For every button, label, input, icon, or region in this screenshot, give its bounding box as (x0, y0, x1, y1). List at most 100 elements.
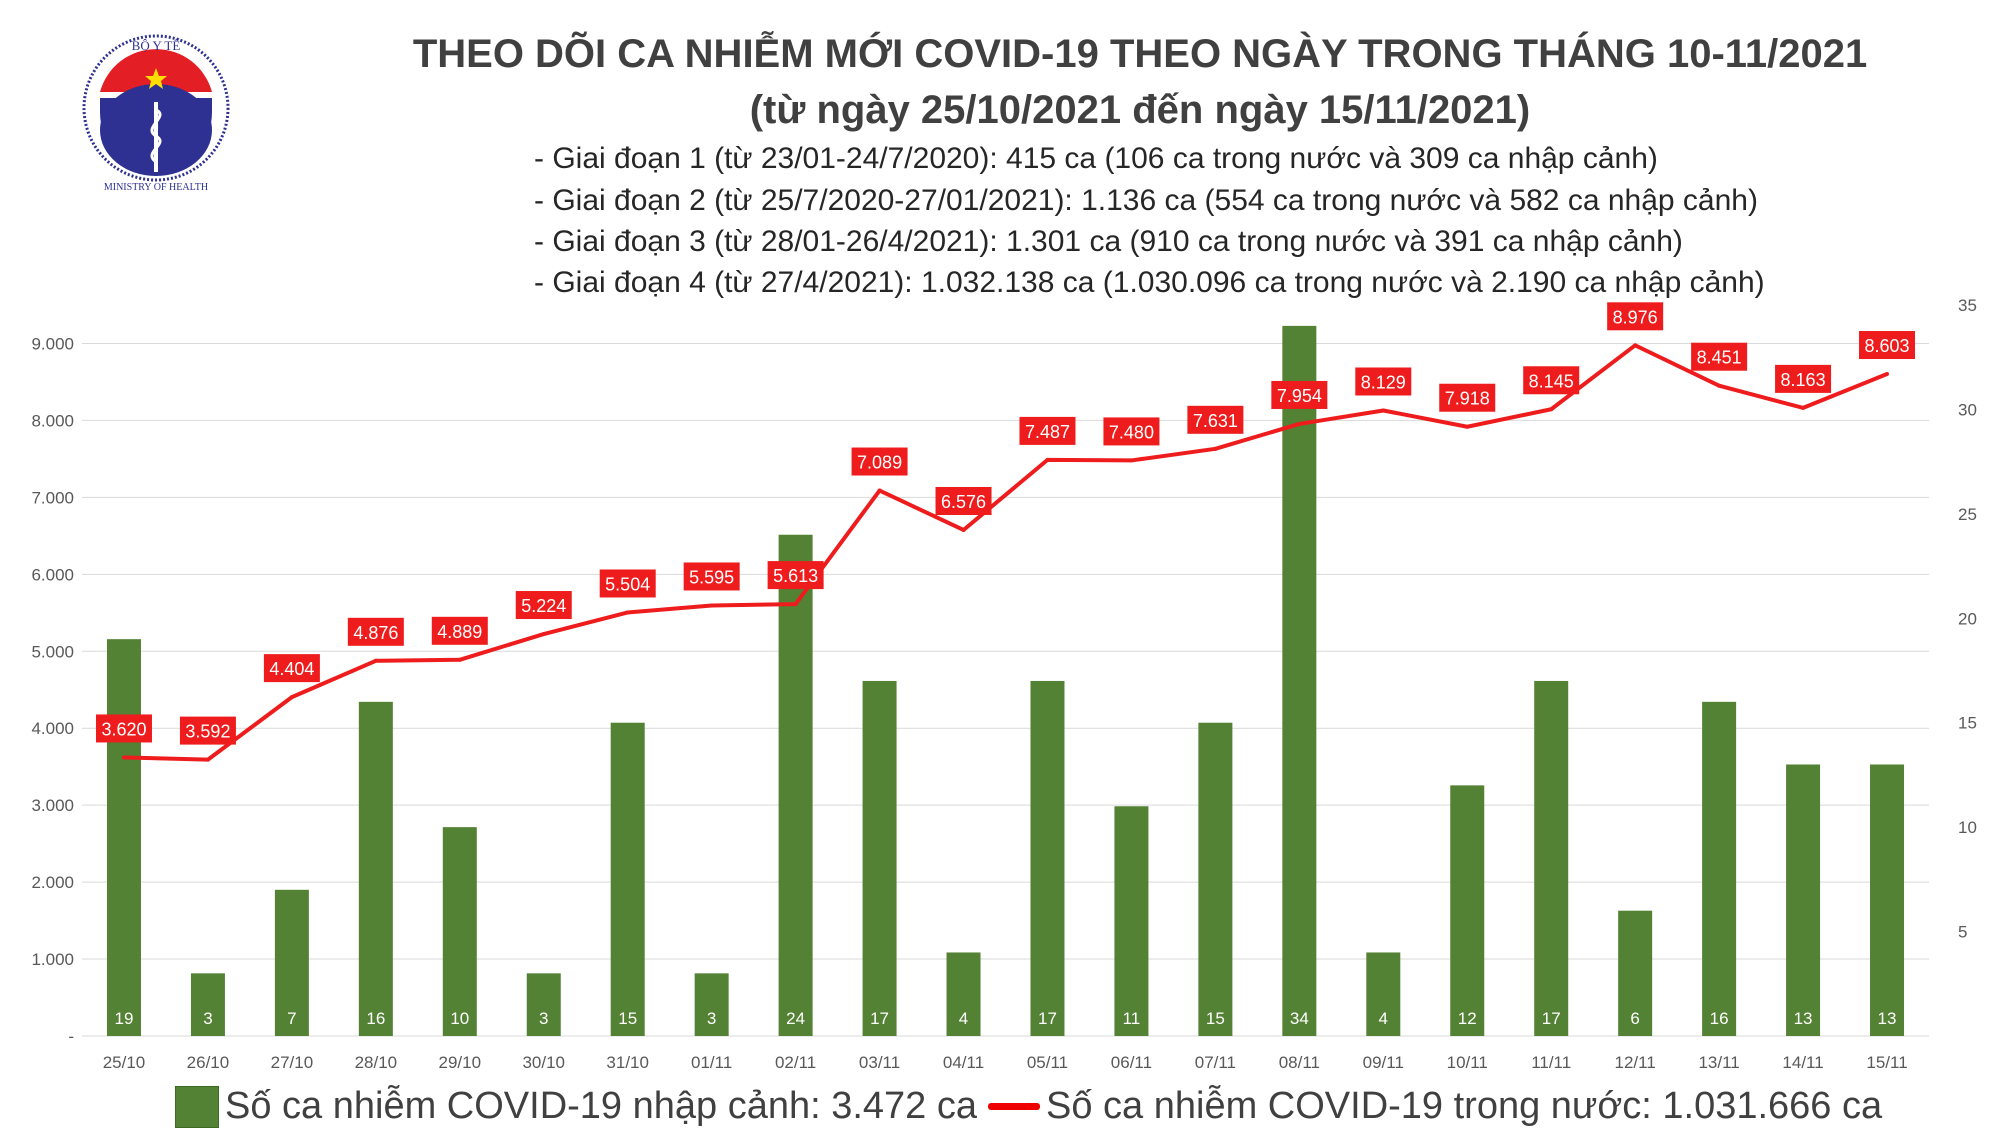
y-right-tick-label: 15 (1958, 714, 1977, 733)
x-tick-label: 13/11 (1698, 1053, 1739, 1072)
bar (274, 889, 309, 1036)
line-data-label-box (851, 447, 908, 476)
line-data-label: 8.603 (1864, 336, 1909, 356)
line-point (1045, 457, 1050, 462)
line-series (123, 343, 1888, 762)
y-left-tick-label: 6.000 (31, 565, 74, 584)
line-data-label-box (935, 486, 992, 515)
line-data-label-box (1859, 331, 1916, 360)
svg-text:MINISTRY OF HEALTH: MINISTRY OF HEALTH (104, 182, 208, 192)
legend-bar-swatch (175, 1085, 219, 1128)
line-point (1885, 372, 1890, 377)
bar (1786, 764, 1821, 1036)
y-right-tick-label: 35 (1958, 296, 1977, 315)
x-tick-label: 28/10 (355, 1053, 398, 1072)
x-tick-label: 31/10 (606, 1053, 649, 1072)
line-point (541, 632, 546, 637)
line-point (961, 527, 966, 532)
x-tick-label: 04/11 (943, 1053, 984, 1072)
line-point (1129, 458, 1134, 463)
line-data-label: 8.129 (1361, 372, 1406, 392)
line-point (457, 657, 462, 662)
phase-2-text: - Giai đoạn 2 (từ 25/7/2020-27/01/2021):… (534, 184, 1758, 217)
line-data-label: 8.145 (1529, 371, 1574, 391)
x-tick-label: 01/11 (691, 1053, 732, 1072)
x-tick-label: 03/11 (859, 1053, 900, 1072)
line-point (709, 603, 714, 608)
line-point (1717, 383, 1722, 388)
line-data-label-box (431, 616, 488, 645)
bar-data-label: 13 (1878, 1009, 1897, 1028)
bar-data-label: 24 (786, 1009, 805, 1028)
line-data-label: 7.631 (1193, 411, 1238, 431)
bar-data-label: 16 (1710, 1009, 1729, 1028)
x-tick-label: 25/10 (103, 1053, 146, 1072)
line-data-label-box (179, 716, 236, 745)
bar (106, 639, 141, 1036)
line-point (1381, 408, 1386, 413)
line-point (625, 610, 630, 615)
line-data-label-box (1187, 405, 1244, 434)
line-data-label-box (1607, 302, 1664, 331)
x-tick-label: 02/11 (775, 1053, 816, 1072)
bar (1366, 952, 1401, 1036)
line-data-label: 7.487 (1025, 422, 1070, 442)
y-left-tick-label: 3.000 (31, 796, 74, 815)
bar-data-label: 3 (707, 1009, 716, 1028)
bar-data-label: 6 (1630, 1009, 1639, 1028)
bar (862, 680, 897, 1036)
x-tick-label: 14/11 (1782, 1053, 1823, 1072)
bar (442, 827, 477, 1036)
svg-text:BỘ Y TẾ: BỘ Y TẾ (132, 38, 181, 53)
line-data-label-box (515, 591, 572, 620)
phase-1-text: - Giai đoạn 1 (từ 23/01-24/7/2020): 415 … (534, 142, 1658, 175)
y-left-tick-label: 1.000 (31, 950, 74, 969)
line-point (205, 757, 210, 762)
y-right-tick-label: 10 (1958, 818, 1977, 837)
bar-data-label: 15 (1206, 1009, 1225, 1028)
line-data-label: 7.089 (857, 453, 902, 473)
line-data-label-box (1019, 416, 1076, 445)
line-data-label-box (1775, 364, 1832, 393)
line-data-label: 6.576 (941, 492, 986, 512)
line-data-label: 4.876 (353, 623, 398, 643)
line-data-label: 3.620 (101, 719, 146, 739)
legend-bar-label: Số ca nhiễm COVID-19 nhập cảnh: 3.472 ca (225, 1085, 978, 1127)
bar-data-label: 12 (1458, 1009, 1477, 1028)
line-data-label: 5.613 (773, 566, 818, 586)
y-left-tick-label: 8.000 (31, 411, 74, 430)
bar-data-label: 4 (959, 1009, 968, 1028)
bar (1618, 910, 1653, 1036)
bar-data-label: 11 (1123, 1009, 1141, 1028)
x-tick-label: 11/11 (1531, 1053, 1571, 1072)
line-point (1633, 343, 1638, 348)
combo-chart: - 1.000 2.000 3.000 4.000 5.000 6.000 7.000 8.00… (31, 296, 1977, 1072)
bar (1030, 680, 1065, 1036)
ministry-of-health-logo: BỘ Y TẾ MINISTRY OF HEALTH (82, 34, 230, 192)
x-tick-label: 06/11 (1111, 1053, 1152, 1072)
line-data-label-box (263, 654, 320, 683)
y-right-tick-label: 25 (1958, 505, 1977, 524)
line-data-label-box (95, 714, 152, 743)
bar-data-label: 13 (1794, 1009, 1813, 1028)
line-data-label: 5.504 (605, 574, 650, 594)
line-data-label: 4.404 (269, 659, 314, 679)
bar (778, 534, 813, 1036)
bar-data-label: 3 (539, 1009, 548, 1028)
y-left-tick-label: 2.000 (31, 873, 74, 892)
line-data-label-box (1271, 380, 1328, 409)
y-right-tick-label: 5 (1958, 923, 1967, 942)
legend-line-label: Số ca nhiễm COVID-19 trong nước: 1.031.6… (1046, 1085, 1883, 1127)
line-data-label-box (347, 617, 404, 646)
bar (1198, 722, 1233, 1036)
bar (526, 973, 561, 1036)
x-tick-label: 05/11 (1027, 1053, 1068, 1072)
line-data-label-box (767, 561, 824, 590)
line-data-label-box (1355, 367, 1412, 396)
y-right-tick-label: 30 (1958, 400, 1977, 419)
x-tick-label: 15/11 (1866, 1053, 1907, 1072)
line-data-label-box (599, 569, 656, 598)
bar (1534, 680, 1569, 1036)
line-data-label: 3.592 (185, 722, 230, 742)
bar-data-label: 19 (115, 1009, 134, 1028)
